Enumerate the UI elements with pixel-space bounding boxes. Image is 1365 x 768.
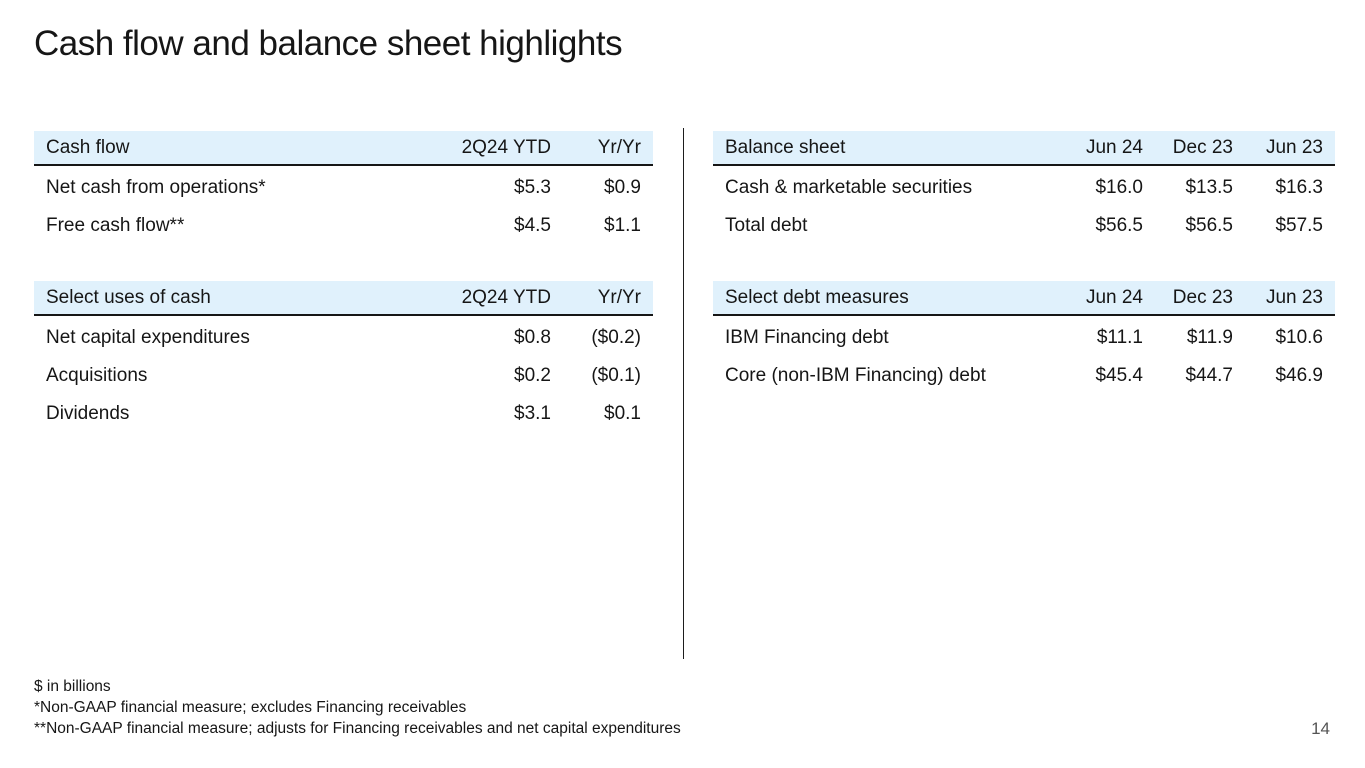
row-value: $56.5 <box>1185 215 1233 236</box>
select-debt-measures-table-body: IBM Financing debt $11.1 $11.9 $10.6 Cor… <box>713 316 1335 395</box>
table-row: Total debt $56.5 $56.5 $57.5 <box>713 207 1335 245</box>
column-header-dec-23: Dec 23 <box>1172 286 1233 308</box>
cash-flow-table-header: Cash flow 2Q24 YTD Yr/Yr <box>34 131 653 166</box>
column-header-yr-yr: Yr/Yr <box>597 286 641 308</box>
row-value: $4.5 <box>514 215 551 236</box>
table-title: Balance sheet <box>725 136 846 158</box>
row-value: $16.0 <box>1095 177 1143 198</box>
page-number: 14 <box>1311 719 1330 738</box>
row-label: Net capital expenditures <box>46 327 250 348</box>
row-value: $0.2 <box>514 365 551 386</box>
slide-title: Cash flow and balance sheet highlights <box>34 24 623 63</box>
row-value: $0.8 <box>514 327 551 348</box>
footnote-units: $ in billions <box>34 678 111 695</box>
column-header-jun-23: Jun 23 <box>1265 136 1323 158</box>
select-uses-of-cash-table-header: Select uses of cash 2Q24 YTD Yr/Yr <box>34 281 653 316</box>
column-header-dec-23: Dec 23 <box>1172 136 1233 158</box>
row-value: $57.5 <box>1275 215 1323 236</box>
row-value: $11.1 <box>1096 327 1143 348</box>
table-row: Net capital expenditures $0.8 ($0.2) <box>34 319 653 357</box>
row-value: $44.7 <box>1185 365 1233 386</box>
row-label: Total debt <box>725 215 808 236</box>
footnote-non-gaap-1: *Non-GAAP financial measure; excludes Fi… <box>34 699 467 716</box>
table-title: Select debt measures <box>725 286 909 308</box>
footnotes: $ in billions *Non-GAAP financial measur… <box>34 676 681 739</box>
vertical-divider <box>683 128 684 659</box>
row-value: $46.9 <box>1275 365 1323 386</box>
column-header-jun-23: Jun 23 <box>1265 286 1323 308</box>
table-row: Core (non-IBM Financing) debt $45.4 $44.… <box>713 357 1335 395</box>
row-label: Net cash from operations* <box>46 177 266 198</box>
column-header-jun-24: Jun 24 <box>1085 286 1143 308</box>
select-debt-measures-table-header: Select debt measures Jun 24 Dec 23 Jun 2… <box>713 281 1335 316</box>
row-value: $0.9 <box>604 177 641 198</box>
row-value: $1.1 <box>604 215 641 236</box>
row-value: $13.5 <box>1185 177 1233 198</box>
select-uses-of-cash-table-body: Net capital expenditures $0.8 ($0.2) Acq… <box>34 316 653 433</box>
cash-flow-table: Cash flow 2Q24 YTD Yr/Yr Net cash from o… <box>34 131 653 245</box>
row-label: Free cash flow** <box>46 215 185 236</box>
table-row: Net cash from operations* $5.3 $0.9 <box>34 169 653 207</box>
table-title: Cash flow <box>46 136 130 158</box>
select-debt-measures-table: Select debt measures Jun 24 Dec 23 Jun 2… <box>713 281 1335 395</box>
column-header-2q24-ytd: 2Q24 YTD <box>461 286 551 308</box>
table-row: Acquisitions $0.2 ($0.1) <box>34 357 653 395</box>
cash-flow-table-body: Net cash from operations* $5.3 $0.9 Free… <box>34 166 653 245</box>
row-value: $3.1 <box>514 403 551 424</box>
row-value: $45.4 <box>1095 365 1143 386</box>
table-title: Select uses of cash <box>46 286 211 308</box>
select-uses-of-cash-table: Select uses of cash 2Q24 YTD Yr/Yr Net c… <box>34 281 653 433</box>
row-value: $5.3 <box>514 177 551 198</box>
column-header-yr-yr: Yr/Yr <box>597 136 641 158</box>
footnote-non-gaap-2: **Non-GAAP financial measure; adjusts fo… <box>34 720 681 737</box>
balance-sheet-table-body: Cash & marketable securities $16.0 $13.5… <box>713 166 1335 245</box>
row-label: IBM Financing debt <box>725 327 889 348</box>
table-row: Free cash flow** $4.5 $1.1 <box>34 207 653 245</box>
row-label: Cash & marketable securities <box>725 177 973 198</box>
row-label: Core (non-IBM Financing) debt <box>725 365 986 386</box>
balance-sheet-table-header: Balance sheet Jun 24 Dec 23 Jun 23 <box>713 131 1335 166</box>
left-column: Cash flow 2Q24 YTD Yr/Yr Net cash from o… <box>34 131 653 433</box>
column-header-2q24-ytd: 2Q24 YTD <box>461 136 551 158</box>
row-value: $10.6 <box>1275 327 1323 348</box>
right-column: Balance sheet Jun 24 Dec 23 Jun 23 Cash … <box>713 131 1335 395</box>
row-value: $16.3 <box>1275 177 1323 198</box>
row-value: ($0.1) <box>591 365 641 386</box>
row-label: Acquisitions <box>46 365 148 386</box>
column-header-jun-24: Jun 24 <box>1085 136 1143 158</box>
row-value: $11.9 <box>1186 327 1233 348</box>
row-value: $56.5 <box>1095 215 1143 236</box>
row-value: $0.1 <box>604 403 641 424</box>
row-label: Dividends <box>46 403 130 424</box>
table-row: IBM Financing debt $11.1 $11.9 $10.6 <box>713 319 1335 357</box>
balance-sheet-table: Balance sheet Jun 24 Dec 23 Jun 23 Cash … <box>713 131 1335 245</box>
row-value: ($0.2) <box>591 327 641 348</box>
table-row: Dividends $3.1 $0.1 <box>34 395 653 433</box>
table-row: Cash & marketable securities $16.0 $13.5… <box>713 169 1335 207</box>
